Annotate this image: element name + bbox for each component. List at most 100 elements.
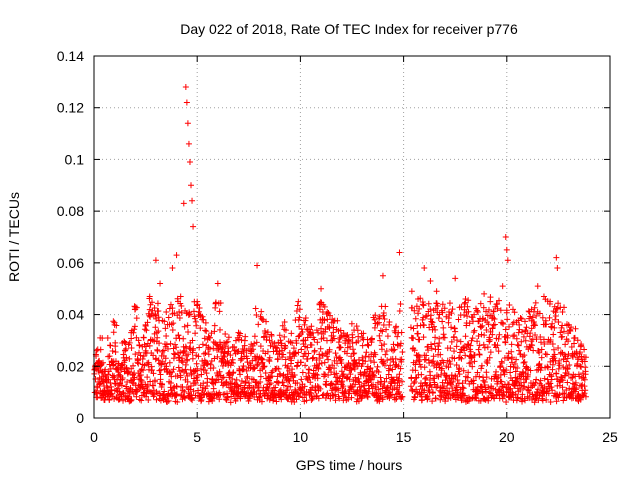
data-point [140, 353, 147, 360]
data-point [190, 345, 197, 352]
data-point [172, 351, 179, 358]
data-point [318, 325, 325, 332]
data-point [261, 333, 268, 340]
data-point [198, 366, 205, 373]
data-point [338, 360, 345, 367]
data-point [314, 383, 321, 390]
data-point [92, 376, 99, 383]
data-point [359, 334, 366, 341]
data-point [524, 366, 531, 373]
data-point [190, 375, 197, 382]
data-point [230, 369, 237, 376]
data-point [93, 347, 100, 354]
data-point [481, 344, 488, 351]
data-point [182, 395, 189, 402]
data-point [503, 399, 510, 406]
data-point [182, 361, 189, 368]
data-point [495, 348, 502, 355]
data-point [164, 398, 171, 405]
data-point [262, 330, 269, 337]
data-point [478, 362, 485, 369]
data-point [503, 367, 510, 374]
data-point [321, 303, 328, 310]
data-point [111, 321, 118, 328]
data-point [553, 306, 560, 313]
data-point [513, 356, 520, 363]
data-point [295, 333, 302, 340]
data-point [565, 338, 572, 345]
data-point [512, 391, 519, 398]
data-point [211, 395, 218, 402]
data-point [504, 257, 511, 264]
data-point [282, 374, 289, 381]
data-point [451, 333, 458, 340]
data-point [281, 333, 288, 340]
data-point [194, 372, 201, 379]
data-point [244, 359, 251, 366]
data-point [471, 327, 478, 334]
data-point [511, 332, 518, 339]
data-point [276, 350, 283, 357]
data-point [205, 351, 212, 358]
data-point [152, 257, 159, 264]
x-tick-label: 20 [499, 429, 515, 445]
data-point [379, 396, 386, 403]
data-point [448, 324, 455, 331]
data-point [99, 378, 106, 385]
data-point [348, 320, 355, 327]
data-point [561, 304, 568, 311]
data-point [315, 329, 322, 336]
data-point [348, 394, 355, 401]
data-point [215, 373, 222, 380]
data-point [279, 322, 286, 329]
data-point [511, 361, 518, 368]
data-point [421, 265, 428, 272]
data-point [266, 381, 273, 388]
data-point [128, 345, 135, 352]
data-point [148, 366, 155, 373]
data-point [495, 335, 502, 342]
data-point [397, 301, 404, 308]
chart-title: Day 022 of 2018, Rate Of TEC Index for r… [180, 21, 518, 37]
data-point [295, 349, 302, 356]
data-point [538, 382, 545, 389]
data-point [199, 313, 206, 320]
data-point [428, 312, 435, 319]
data-point [547, 380, 554, 387]
data-point [208, 394, 215, 401]
data-point [189, 397, 196, 404]
data-point [174, 312, 181, 319]
data-point [237, 382, 244, 389]
data-point [261, 363, 268, 370]
data-point [399, 393, 406, 400]
y-tick-label: 0.14 [57, 48, 84, 64]
data-point [474, 338, 481, 345]
data-point [267, 342, 274, 349]
data-point [410, 335, 417, 342]
data-point [529, 342, 536, 349]
data-point [150, 382, 157, 389]
data-point [104, 334, 111, 341]
data-point [344, 375, 351, 382]
data-point [375, 386, 382, 393]
data-point [277, 386, 284, 393]
data-point [503, 309, 510, 316]
data-point [271, 340, 278, 347]
data-point [386, 321, 393, 328]
data-point [532, 332, 539, 339]
data-point [562, 370, 569, 377]
data-point [282, 327, 289, 334]
data-point [567, 327, 574, 334]
data-point [326, 325, 333, 332]
data-point [344, 363, 351, 370]
data-point [556, 391, 563, 398]
data-point [189, 337, 196, 344]
data-point [220, 352, 227, 359]
data-point [140, 334, 147, 341]
data-point [150, 352, 157, 359]
data-point [380, 322, 387, 329]
data-point [459, 390, 466, 397]
data-point [481, 290, 488, 297]
data-point [159, 348, 166, 355]
data-point [119, 375, 126, 382]
